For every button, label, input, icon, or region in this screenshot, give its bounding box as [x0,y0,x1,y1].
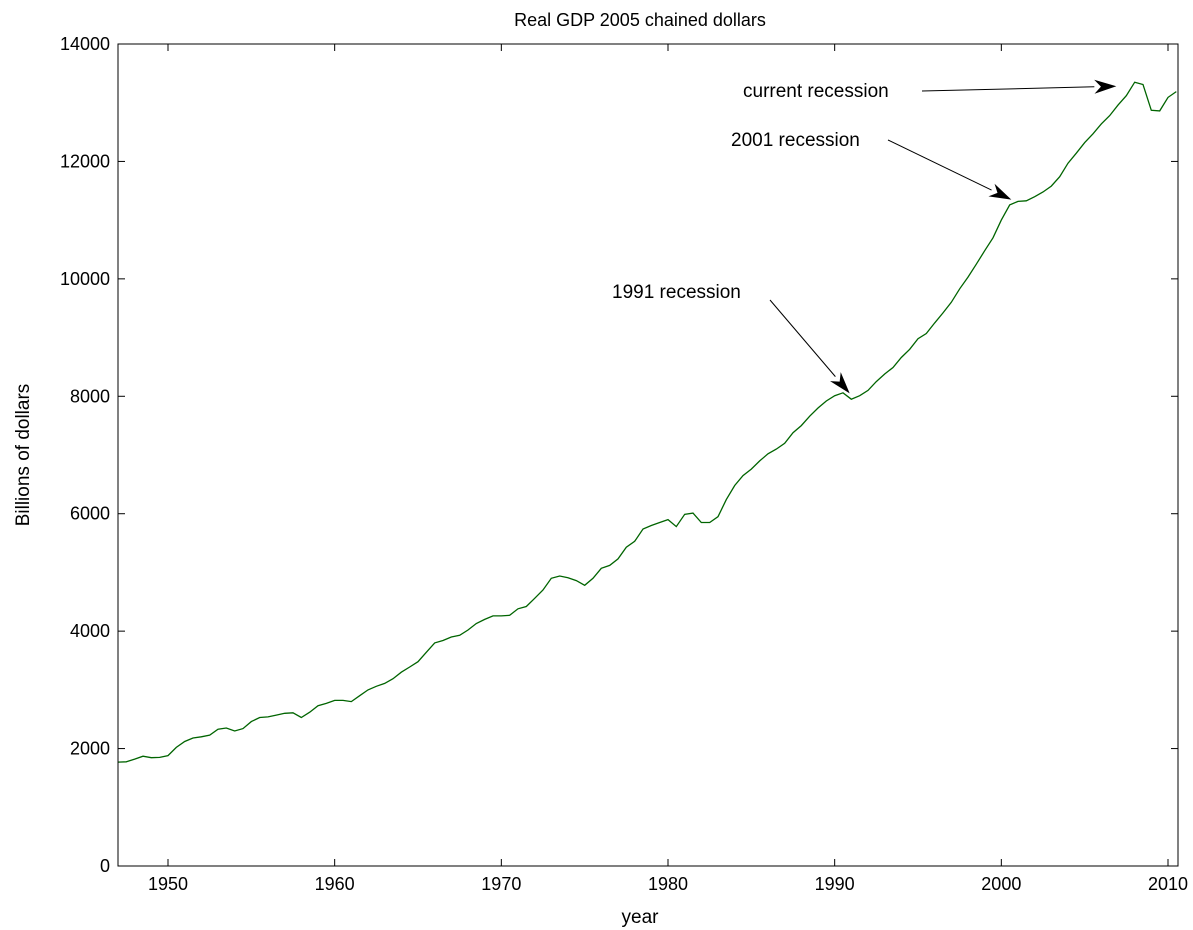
annotation-arrow-line [887,139,992,191]
plot-frame [117,43,1179,867]
x-tick-label: 1990 [815,874,855,894]
y-tick-label: 0 [100,856,110,876]
annotation-label: 2001 recession [731,130,860,151]
y-tick-label: 2000 [70,739,110,759]
y-tick-label: 6000 [70,504,110,524]
y-tick-label: 8000 [70,386,110,406]
ticks-layer: 1950 1960 1970 1980 1990 2000 2010 0 2000 4000 600… [60,34,1188,894]
x-tick-label: 1970 [481,874,521,894]
annotation-arrow-head [988,183,1012,200]
y-tick-label: 10000 [60,269,110,289]
annotation-arrow-head [830,372,850,394]
y-tick-label: 14000 [60,34,110,54]
annotation-arrow-line [769,299,836,377]
y-tick-label: 4000 [70,621,110,641]
gdp-series-line [117,81,1177,763]
y-tick-label: 12000 [60,151,110,171]
annotation-arrow-line [921,86,1095,92]
chart-title: Real GDP 2005 chained dollars [514,10,766,30]
series-layer [117,81,1177,763]
y-axis-label: Billions of dollars [13,384,34,527]
x-tick-label: 1950 [148,874,188,894]
x-tick-label: 1960 [315,874,355,894]
x-tick-label: 2000 [981,874,1021,894]
x-axis-label: year [622,907,660,928]
x-tick-label: 1980 [648,874,688,894]
annotation-arrow-head [1094,79,1117,94]
annotation-label: 1991 recession [612,282,741,303]
annotation-label: current recession [743,81,889,102]
annotations-layer: current recession 2001 recession 1991 rece… [612,79,1117,394]
x-tick-label: 2010 [1148,874,1188,894]
